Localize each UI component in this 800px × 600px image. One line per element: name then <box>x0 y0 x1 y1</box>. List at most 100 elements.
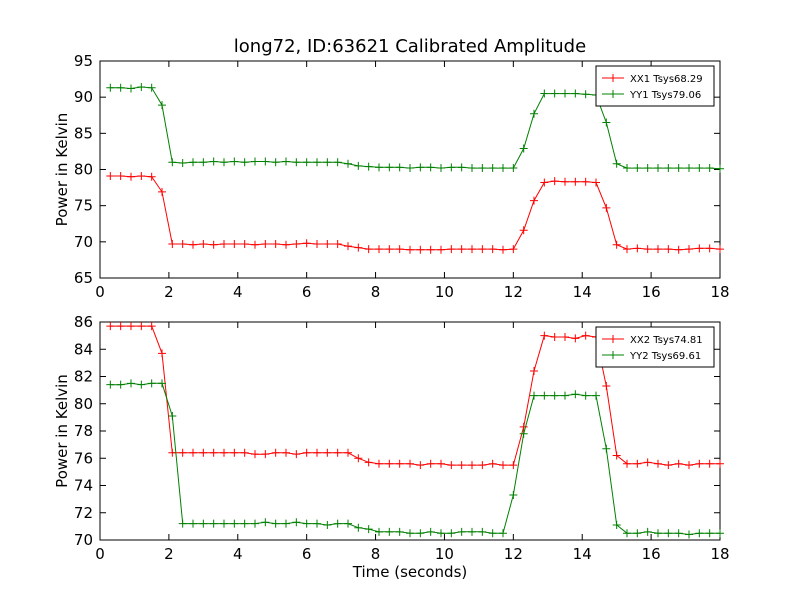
data-point <box>509 491 518 500</box>
data-point <box>437 529 445 538</box>
data-point <box>116 380 125 389</box>
data-point <box>457 527 466 536</box>
data-point <box>695 164 704 173</box>
data-point <box>385 459 394 468</box>
data-point <box>416 245 425 254</box>
legend-marker <box>609 74 617 82</box>
data-point <box>333 448 342 457</box>
data-point <box>550 89 559 98</box>
data-point <box>550 177 559 186</box>
data-point <box>116 83 125 92</box>
data-point <box>209 240 218 249</box>
data-point <box>519 429 528 438</box>
data-point <box>313 448 321 457</box>
x-tick-label: 14 <box>573 283 592 301</box>
data-point <box>302 519 311 528</box>
data-point <box>674 164 683 173</box>
x-tick-label: 12 <box>504 283 523 301</box>
legend-box <box>595 326 715 368</box>
data-point <box>364 245 373 254</box>
data-point <box>395 245 404 254</box>
data-point <box>292 158 301 167</box>
data-point <box>261 518 270 527</box>
x-tick-label: 2 <box>164 545 174 563</box>
data-point <box>271 519 280 528</box>
y-tick-label: 86 <box>74 313 93 331</box>
data-point <box>147 172 156 181</box>
data-point <box>220 240 228 249</box>
data-point <box>685 245 693 254</box>
data-point <box>189 158 197 167</box>
data-point <box>199 240 208 249</box>
top-panel: 0 2 4 6 8 10 12 14 16 18 65 70 75 80 85 90 95 Power in Ke… <box>53 52 730 301</box>
data-point <box>271 240 280 249</box>
data-point <box>654 459 662 468</box>
data-point <box>137 322 146 331</box>
data-point <box>416 461 425 470</box>
data-point <box>561 89 569 98</box>
data-point <box>302 239 311 248</box>
data-point <box>623 529 631 538</box>
data-point <box>395 527 404 536</box>
data-point <box>685 164 693 173</box>
data-point <box>499 245 507 254</box>
data-point <box>685 461 693 470</box>
data-point <box>426 245 435 254</box>
data-point <box>158 349 166 358</box>
data-point <box>323 158 332 167</box>
data-point <box>457 245 466 254</box>
legend-marker <box>609 335 617 343</box>
data-point <box>571 177 580 186</box>
data-point <box>313 519 321 528</box>
data-point <box>178 519 187 528</box>
data-point <box>592 178 600 187</box>
y-tick-label: 80 <box>74 161 93 179</box>
data-point <box>354 161 363 170</box>
data-point <box>561 332 569 341</box>
x-axis-label: Time (seconds) <box>352 563 468 581</box>
data-point <box>292 450 301 459</box>
legend-label: XX2 Tsys74.81 <box>630 335 703 346</box>
y-tick-label: 82 <box>74 368 93 386</box>
data-point <box>189 240 197 249</box>
data-point <box>674 529 683 538</box>
data-point <box>168 158 177 167</box>
data-point <box>581 177 590 186</box>
data-point <box>292 518 301 527</box>
data-point <box>592 391 600 400</box>
y-tick-label: 76 <box>74 449 93 467</box>
y-tick-label: 70 <box>74 233 93 251</box>
data-point <box>147 379 156 388</box>
data-point <box>478 245 487 254</box>
data-point <box>127 172 135 181</box>
data-point <box>468 461 476 470</box>
data-point <box>302 448 311 457</box>
data-point <box>251 519 259 528</box>
data-point <box>705 529 714 538</box>
data-point <box>612 240 621 249</box>
data-point <box>705 244 714 253</box>
data-point <box>530 109 538 118</box>
data-point <box>199 448 208 457</box>
y-tick-label: 70 <box>74 531 93 549</box>
data-point <box>385 163 394 172</box>
legend-label: XX1 Tsys68.29 <box>630 74 703 85</box>
data-point <box>633 244 642 253</box>
data-point <box>674 459 683 468</box>
legend-label: YY1 Tsys79.06 <box>629 90 701 101</box>
data-point <box>695 529 704 538</box>
data-point <box>106 172 115 181</box>
x-tick-label: 6 <box>302 545 312 563</box>
x-tick-label: 18 <box>710 283 729 301</box>
data-point <box>550 332 559 341</box>
data-point <box>623 245 631 254</box>
data-point <box>633 459 642 468</box>
data-point <box>158 187 166 196</box>
data-point <box>240 519 249 528</box>
data-point <box>178 158 187 167</box>
data-point <box>633 164 642 173</box>
data-point <box>416 163 425 172</box>
y-tick-label: 80 <box>74 395 93 413</box>
data-point <box>313 240 321 249</box>
data-point <box>643 164 652 173</box>
